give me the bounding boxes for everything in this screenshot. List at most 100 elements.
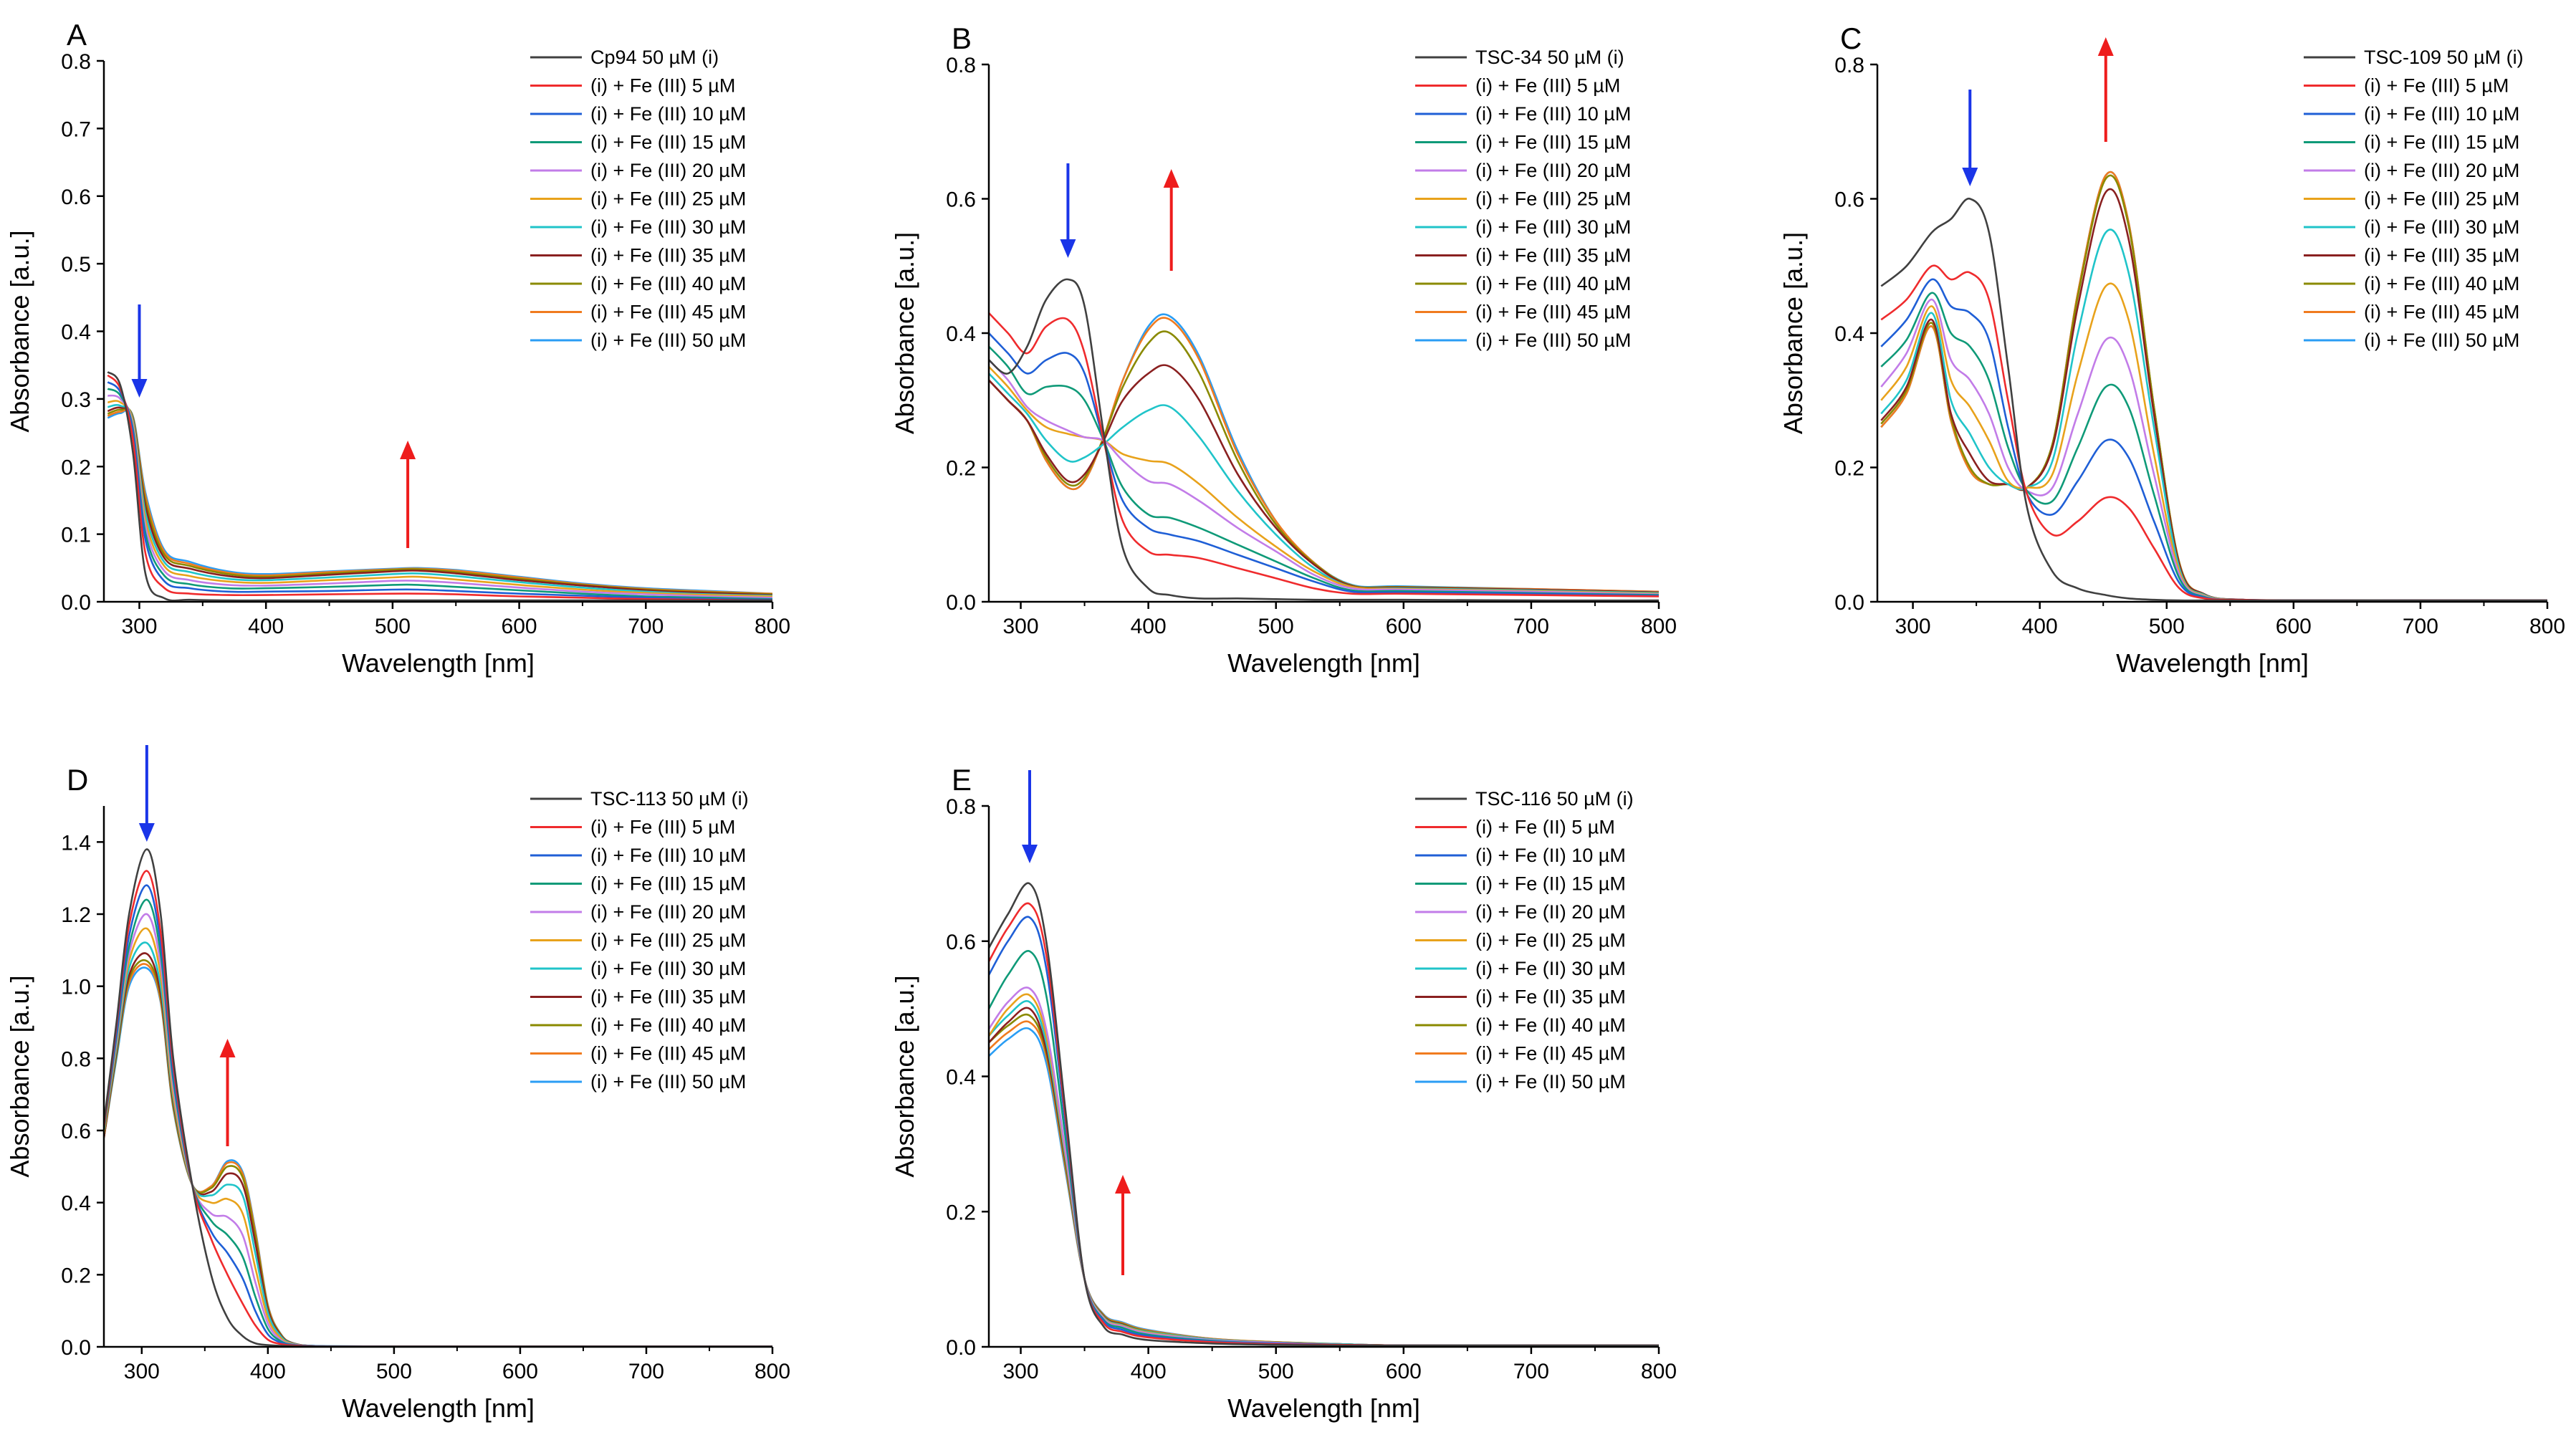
y-tick-label: 0.4: [1834, 322, 1864, 346]
y-tick-label: 0.0: [946, 591, 976, 615]
series-line: [107, 408, 772, 595]
x-tick-label: 600: [1386, 615, 1422, 638]
series-line: [989, 359, 1659, 595]
legend-entry: (i) + Fe (III) 20 µM: [590, 901, 746, 923]
y-tick-label: 0.0: [61, 1336, 91, 1360]
series-line: [989, 332, 1659, 597]
legend-entry: (i) + Fe (III) 10 µM: [1475, 103, 1631, 125]
x-tick-label: 500: [375, 615, 411, 638]
legend: TSC-116 50 µM (i) (i) + Fe (II) 5 µM (i) +…: [1415, 788, 1634, 1093]
legend: Cp94 50 µM (i) (i) + Fe (III) 5 µM (i) + F…: [530, 47, 746, 351]
legend-entry: (i) + Fe (II) 35 µM: [1475, 986, 1626, 1008]
x-axis-label: Wavelength [nm]: [342, 648, 535, 678]
x-tick-label: 300: [124, 1360, 160, 1383]
x-tick-label: 700: [628, 1360, 664, 1383]
series-line: [989, 366, 1659, 595]
x-tick-label: 300: [1002, 1360, 1038, 1383]
y-tick-label: 0.6: [61, 186, 91, 209]
legend-entry: (i) + Fe (III) 5 µM: [590, 817, 735, 838]
legend-entry: (i) + Fe (II) 25 µM: [1475, 930, 1626, 951]
legend-entry: TSC-116 50 µM (i): [1475, 788, 1634, 810]
series-line: [1880, 278, 2547, 602]
x-tick-label: 700: [628, 615, 664, 638]
legend: TSC-109 50 µM (i) (i) + Fe (III) 5 µM (i) …: [2304, 47, 2524, 351]
legend-entry: (i) + Fe (III) 45 µM: [2364, 302, 2519, 323]
legend-entry: (i) + Fe (III) 50 µM: [2364, 330, 2519, 351]
legend-entry: TSC-109 50 µM (i): [2364, 47, 2524, 68]
y-tick-label: 1.0: [61, 976, 91, 999]
legend-entry: (i) + Fe (II) 5 µM: [1475, 817, 1615, 838]
y-tick-label: 0.5: [61, 253, 91, 277]
legend-entry: (i) + Fe (III) 30 µM: [2364, 216, 2519, 238]
series-line: [989, 364, 1659, 594]
arrow-head: [1163, 169, 1179, 188]
x-tick-label: 800: [1641, 615, 1677, 638]
legend-entry: (i) + Fe (III) 20 µM: [1475, 160, 1631, 181]
panel-c: C 300 400 500 600 700 800 0.0 0.2 0.4 0.6 0.8 Wavele…: [1778, 21, 2565, 678]
y-tick-label: 0.1: [61, 524, 91, 547]
legend-entry: (i) + Fe (III) 20 µM: [590, 160, 746, 181]
x-tick-label: 500: [2149, 615, 2185, 638]
legend-entry: (i) + Fe (III) 20 µM: [2364, 160, 2519, 181]
series-line: [107, 371, 772, 602]
legend: TSC-113 50 µM (i) (i) + Fe (III) 5 µM (i) …: [530, 788, 749, 1093]
legend-entry: (i) + Fe (III) 45 µM: [590, 1043, 746, 1065]
legend-entry: (i) + Fe (III) 50 µM: [590, 1071, 746, 1093]
panel-a: A 300 400 500 600 700 800 0.0 0.1 0.2 0.3 0.4 0.5 0.6…: [5, 18, 790, 678]
x-tick-label: 600: [502, 615, 537, 638]
series-line: [104, 848, 772, 1347]
legend-entry: (i) + Fe (III) 50 µM: [1475, 330, 1631, 351]
arrow-head: [1060, 239, 1076, 258]
x-tick-label: 500: [376, 1360, 412, 1383]
legend-entry: (i) + Fe (II) 45 µM: [1475, 1043, 1626, 1065]
y-tick-label: 1.4: [61, 831, 91, 855]
y-tick-label: 0.0: [946, 1336, 976, 1360]
x-tick-label: 300: [1002, 615, 1038, 638]
y-tick-label: 0.6: [61, 1120, 91, 1143]
legend-entry: (i) + Fe (III) 40 µM: [1475, 273, 1631, 294]
y-tick-label: 0.8: [1834, 54, 1864, 77]
arrow-head: [219, 1039, 236, 1057]
legend-entry: (i) + Fe (III) 30 µM: [1475, 216, 1631, 238]
arrow-head: [1962, 168, 1978, 186]
y-axis-label: Absorbance [a.u.]: [890, 975, 919, 1177]
series-line: [989, 312, 1659, 597]
arrow-head: [1021, 845, 1038, 863]
x-tick-label: 800: [755, 1360, 790, 1383]
x-tick-label: 600: [1386, 1360, 1422, 1383]
y-tick-label: 0.6: [946, 188, 976, 212]
y-axis-label: Absorbance [a.u.]: [1778, 232, 1808, 434]
y-tick-label: 0.2: [1834, 457, 1864, 481]
x-tick-label: 500: [1258, 1360, 1294, 1383]
legend-entry: TSC-113 50 µM (i): [590, 788, 749, 810]
legend-entry: (i) + Fe (III) 25 µM: [590, 188, 746, 210]
series-line: [107, 381, 772, 601]
x-tick-label: 300: [1895, 615, 1931, 638]
legend-entry: (i) + Fe (III) 30 µM: [590, 216, 746, 238]
x-tick-label: 800: [755, 615, 790, 638]
legend-entry: (i) + Fe (III) 35 µM: [2364, 245, 2519, 267]
legend-entry: (i) + Fe (III) 40 µM: [2364, 273, 2519, 294]
x-axis-label: Wavelength [nm]: [1227, 648, 1420, 678]
legend-entry: (i) + Fe (II) 30 µM: [1475, 958, 1626, 979]
y-tick-label: 0.8: [946, 54, 976, 77]
y-tick-label: 1.2: [61, 903, 91, 927]
legend-entry: (i) + Fe (III) 15 µM: [1475, 132, 1631, 153]
x-tick-label: 600: [502, 1360, 538, 1383]
series-line: [989, 950, 1659, 1347]
legend-entry: (i) + Fe (III) 5 µM: [590, 75, 735, 97]
y-tick-label: 0.0: [1834, 591, 1864, 615]
legend-entry: (i) + Fe (III) 35 µM: [590, 986, 746, 1008]
series-line: [989, 916, 1659, 1347]
y-tick-label: 0.6: [1834, 188, 1864, 212]
x-axis-label: Wavelength [nm]: [342, 1393, 535, 1423]
x-axis-label: Wavelength [nm]: [1227, 1393, 1420, 1423]
legend-entry: (i) + Fe (III) 25 µM: [1475, 188, 1631, 210]
legend-entry: (i) + Fe (III) 35 µM: [1475, 245, 1631, 267]
panel-letter: E: [952, 763, 972, 797]
series-group: [104, 848, 772, 1347]
arrow-head: [400, 441, 416, 459]
legend-entry: (i) + Fe (III) 40 µM: [590, 1014, 746, 1036]
legend-entry: TSC-34 50 µM (i): [1475, 47, 1624, 68]
panel-letter: B: [952, 21, 972, 55]
